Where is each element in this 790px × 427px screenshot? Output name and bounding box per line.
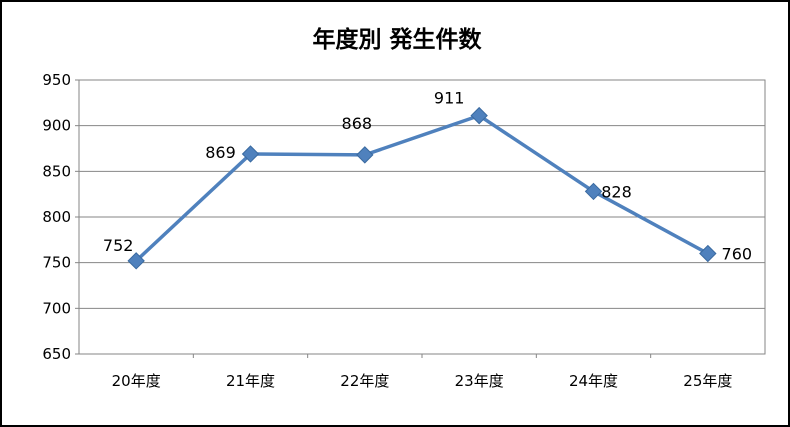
x-axis-ticks: 20年度 21年度 22年度 23年度 24年度 25年度 bbox=[112, 354, 732, 390]
series-line bbox=[134, 113, 710, 263]
x-tick-label: 24年度 bbox=[569, 372, 618, 390]
data-point-marker bbox=[127, 252, 145, 270]
x-tick-label: 23年度 bbox=[455, 372, 504, 390]
data-label: 911 bbox=[434, 89, 465, 108]
y-tick-label: 650 bbox=[42, 345, 71, 363]
data-label: 828 bbox=[601, 182, 632, 201]
x-tick-label: 20年度 bbox=[112, 372, 161, 390]
y-tick-label: 850 bbox=[42, 162, 71, 180]
data-point-marker bbox=[470, 106, 488, 125]
data-point-marker bbox=[241, 145, 260, 163]
data-label: 868 bbox=[342, 114, 373, 133]
chart-title: 年度別 発生件数 bbox=[312, 26, 482, 53]
data-label: 869 bbox=[205, 143, 236, 162]
x-tick-label: 22年度 bbox=[340, 372, 389, 390]
y-tick-label: 950 bbox=[42, 71, 71, 89]
y-tick-label: 750 bbox=[42, 254, 71, 272]
data-label: 760 bbox=[722, 245, 753, 264]
x-tick-label: 21年度 bbox=[226, 372, 275, 390]
y-axis-ticks: 650 700 750 800 850 900 950 bbox=[42, 71, 79, 363]
data-point-marker bbox=[699, 244, 717, 263]
y-tick-label: 900 bbox=[42, 117, 71, 135]
series-markers bbox=[127, 106, 717, 270]
data-point-marker bbox=[584, 182, 603, 201]
data-point-marker bbox=[356, 146, 374, 164]
y-tick-label: 700 bbox=[42, 299, 71, 317]
y-tick-label: 800 bbox=[42, 208, 71, 226]
x-tick-label: 25年度 bbox=[683, 372, 732, 390]
data-label: 752 bbox=[103, 236, 134, 255]
series-line-path bbox=[134, 113, 710, 263]
gridlines bbox=[79, 125, 765, 309]
data-labels: 752 869 868 911 828 760 bbox=[103, 89, 752, 264]
